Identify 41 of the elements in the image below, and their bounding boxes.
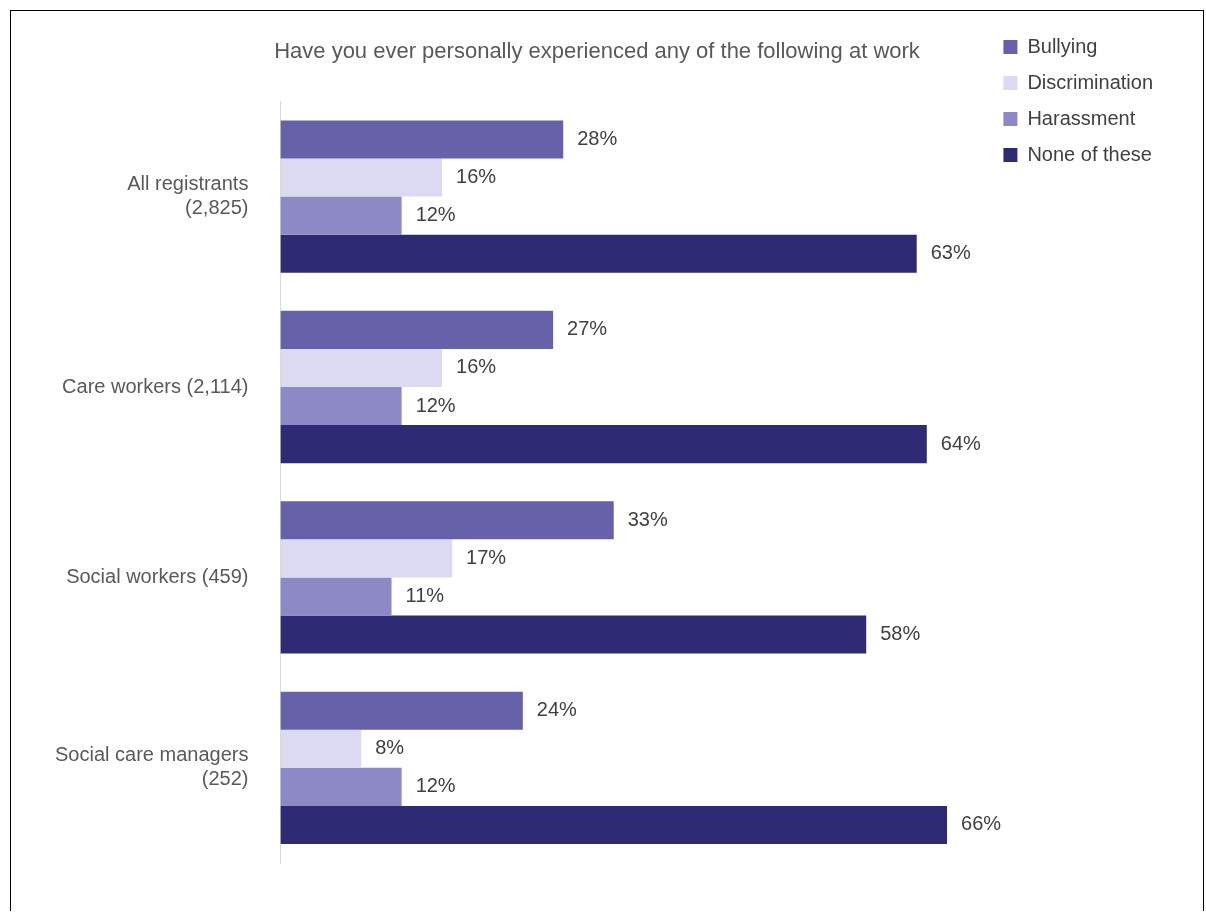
bar	[280, 501, 614, 540]
bar	[280, 767, 402, 806]
data-label: 66%	[961, 812, 1002, 835]
bar	[280, 691, 523, 730]
data-label: 63%	[930, 241, 971, 264]
data-label: 58%	[880, 622, 921, 645]
data-label: 27%	[567, 317, 608, 340]
bar	[280, 158, 443, 197]
data-label: 16%	[456, 355, 497, 378]
data-label: 11%	[405, 583, 445, 606]
bar	[280, 310, 554, 349]
bar	[280, 577, 392, 616]
legend-label: Discrimination	[1027, 70, 1154, 93]
data-label: 24%	[536, 698, 578, 721]
data-label: 12%	[415, 774, 456, 797]
legend-label: Bullying	[1027, 34, 1098, 57]
data-label: 12%	[415, 393, 456, 416]
data-label: 17%	[466, 545, 507, 568]
bar	[280, 196, 402, 235]
chart-title: Have you ever personally experienced any of the following at work	[274, 38, 921, 64]
bar	[280, 425, 927, 464]
bar	[280, 539, 453, 578]
data-label: 33%	[627, 507, 668, 530]
y-tick-label: All registrants (2,825)	[127, 172, 249, 219]
y-tick-label: Social workers (459)	[66, 564, 249, 587]
bar	[280, 615, 867, 654]
bar	[280, 805, 948, 844]
bar	[280, 348, 443, 387]
bar	[280, 729, 362, 768]
bar	[280, 387, 402, 426]
data-label: 28%	[577, 127, 618, 149]
data-label: 8%	[375, 736, 405, 759]
y-tick-label: Social care managers (252)	[54, 743, 249, 790]
bar	[280, 120, 564, 159]
data-label: 64%	[940, 431, 982, 454]
bar	[280, 234, 917, 273]
y-tick-label: Care workers (2,114)	[62, 374, 249, 397]
data-label: 12%	[415, 203, 456, 226]
data-label: 16%	[456, 165, 497, 188]
legend-label: Harassment	[1027, 106, 1136, 129]
legend-label: None of these	[1027, 142, 1152, 165]
